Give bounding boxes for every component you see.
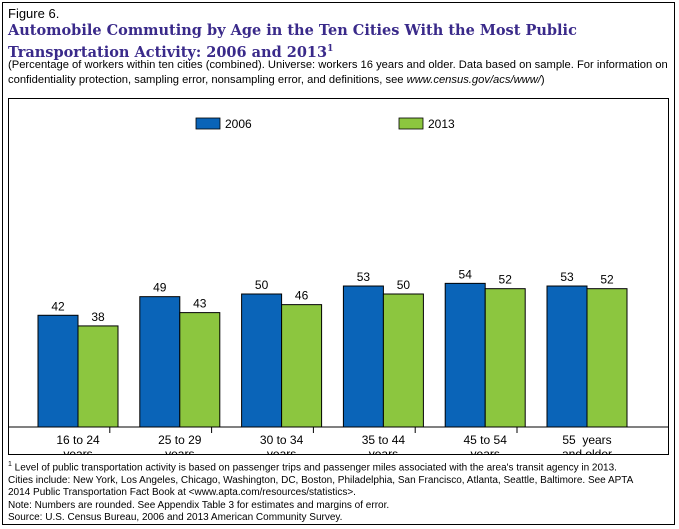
legend: 2006 2013	[195, 117, 455, 131]
x-tick-label-3: 30 to 34 years	[260, 433, 304, 455]
bar-2006-1	[37, 314, 79, 428]
footnote-mark: 1	[8, 461, 12, 468]
bar-2006-5	[444, 282, 486, 428]
chart-title-text: Automobile Commuting by Age in the Ten C…	[8, 22, 577, 61]
bar-2013-4	[382, 293, 424, 428]
footnote-source: Source: U.S. Census Bureau, 2006 and 201…	[8, 512, 343, 524]
subtitle-link[interactable]: www.census.gov/acs/www/	[406, 74, 541, 86]
data-label-2006-2: 49	[153, 281, 167, 295]
bar-group-1: 42 38	[37, 299, 119, 428]
data-label-2006-1: 42	[51, 299, 65, 313]
x-tick-label-4: 35 to 44 years	[362, 433, 406, 455]
chart-subtitle: (Percentage of workers within ten cities…	[8, 58, 673, 88]
footnote-cities: Cities include: New York, Los Angeles, C…	[8, 474, 634, 486]
footnote-1-text: Level of public transportation activity …	[11, 462, 617, 474]
footnote-apta: 2014 Public Transportation Fact Book at …	[8, 487, 356, 499]
x-tick-label-line: 16 to 24	[56, 433, 100, 447]
x-tick-label-line: years	[267, 447, 296, 455]
legend-swatch-2013	[398, 117, 424, 130]
bar-group-3: 50 46	[241, 278, 323, 428]
x-tick-label-5: 45 to 54 years	[464, 433, 508, 455]
x-tick-label-1: 16 to 24 years	[56, 433, 100, 455]
x-tick-label-line: years	[369, 447, 398, 455]
subtitle-close: )	[540, 74, 545, 86]
bar-2006-6	[546, 285, 588, 428]
bar-2013-2	[179, 312, 221, 428]
x-tick-label-line: 45 to 54	[464, 433, 508, 447]
x-tick-label-line: 30 to 34	[260, 433, 304, 447]
figure-frame	[2, 2, 675, 525]
x-tick-label-line: years	[471, 447, 500, 455]
bar-2006-3	[241, 293, 283, 428]
x-tick-label-line: 35 to 44	[362, 433, 406, 447]
x-tick-label-line: 25 to 29	[158, 433, 202, 447]
subtitle-text: (Percentage of workers within ten cities…	[8, 59, 668, 86]
footnotes: 1 Level of public transportation activit…	[8, 459, 673, 525]
chart-border	[8, 98, 669, 455]
x-tick-label-line: years	[63, 447, 92, 455]
x-tick-label-line: years	[165, 447, 194, 455]
data-label-2013-6: 52	[600, 273, 614, 287]
bar-2006-4	[342, 285, 384, 428]
legend-label-2013: 2013	[428, 117, 455, 131]
data-label-2013-4: 50	[397, 278, 411, 292]
legend-label-2006: 2006	[225, 117, 252, 131]
chart-title: Automobile Commuting by Age in the Ten C…	[8, 22, 668, 62]
data-label-2013-3: 46	[295, 289, 309, 303]
data-label-2013-5: 52	[499, 273, 513, 287]
bar-2013-5	[484, 288, 526, 428]
footnote-1: 1 Level of public transportation activit…	[8, 459, 673, 475]
x-tick-label-line: 55 years	[562, 433, 611, 447]
bar-2013-3	[281, 304, 323, 428]
bar-group-4: 53 50	[342, 270, 424, 428]
x-tick-label-6: 55 years and older	[562, 433, 612, 455]
x-tick-label-2: 25 to 29 years	[158, 433, 202, 455]
legend-swatch-2006	[195, 117, 221, 130]
data-label-2006-3: 50	[255, 278, 269, 292]
bar-group-6: 53 52	[546, 270, 628, 428]
bar-2013-6	[586, 288, 628, 428]
data-label-2013-2: 43	[193, 297, 207, 311]
bar-group-5: 54 52	[444, 267, 526, 428]
footnote-rounding: Note: Numbers are rounded. See Appendix …	[8, 499, 390, 511]
data-label-2006-5: 54	[459, 267, 473, 281]
figure-label: Figure 6.	[8, 6, 60, 21]
data-label-2013-1: 38	[91, 310, 105, 324]
bar-group-2: 49 43	[139, 281, 221, 428]
bar-2013-1	[77, 325, 119, 428]
data-label-2006-4: 53	[357, 270, 371, 284]
title-footnote-mark: 1	[327, 44, 334, 54]
data-label-2006-6: 53	[560, 270, 574, 284]
bar-2006-2	[139, 296, 181, 428]
x-tick-label-line: and older	[562, 447, 612, 455]
